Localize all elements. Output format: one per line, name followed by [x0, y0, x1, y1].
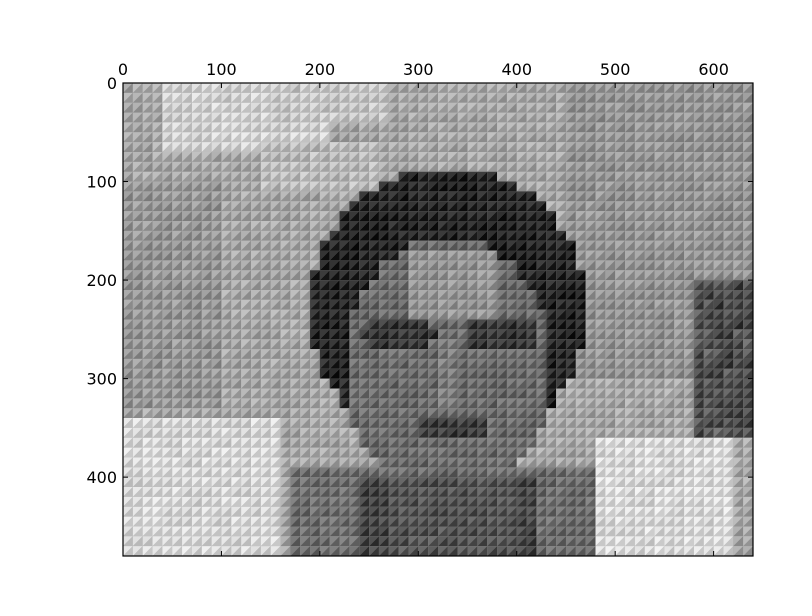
- x-tick-label: 300: [403, 60, 434, 79]
- x-tick-label: 400: [501, 60, 532, 79]
- x-tick-label: 0: [118, 60, 128, 79]
- x-tick-label: 600: [698, 60, 729, 79]
- y-tick-label: 300: [86, 370, 117, 389]
- x-tick-label: 100: [206, 60, 237, 79]
- x-tick-label: 500: [600, 60, 631, 79]
- y-tick-label: 100: [86, 173, 117, 192]
- y-tick-label: 0: [107, 74, 117, 93]
- y-tick-label: 200: [86, 271, 117, 290]
- image-area: [123, 83, 753, 556]
- x-tick-label: 200: [305, 60, 336, 79]
- y-tick-label: 400: [86, 468, 117, 487]
